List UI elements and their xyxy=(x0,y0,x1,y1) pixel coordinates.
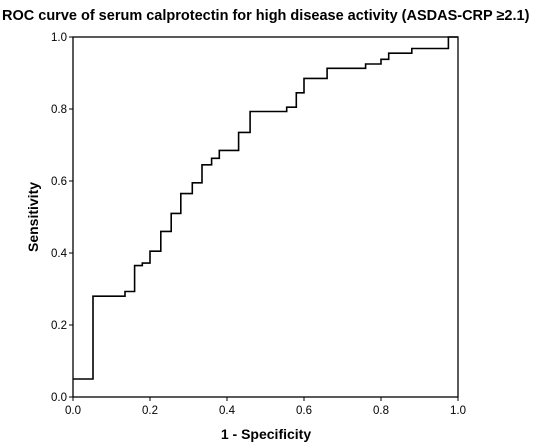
y-tick-label: 0.8 xyxy=(51,104,67,116)
x-axis-label: 1 - Specificity xyxy=(221,426,311,442)
x-tick-label: 0.2 xyxy=(142,405,158,417)
chart-title: ROC curve of serum calprotectin for high… xyxy=(2,8,530,24)
roc-curve-line xyxy=(73,36,458,380)
y-axis-label: Sensitivity xyxy=(25,182,41,252)
x-tick-label: 1.0 xyxy=(450,405,466,417)
x-tick-label: 0.4 xyxy=(219,405,236,417)
y-tick-label: 1.0 xyxy=(51,32,67,44)
x-tick-label: 0.6 xyxy=(296,405,312,417)
plot-frame xyxy=(72,36,459,398)
y-tick-label: 0.0 xyxy=(51,392,67,404)
x-tick-label: 0.8 xyxy=(373,405,389,417)
y-tick-label: 0.2 xyxy=(51,320,67,332)
y-tick-label: 0.6 xyxy=(51,176,67,188)
y-tick-label: 0.4 xyxy=(51,248,68,260)
x-tick-label: 0.0 xyxy=(65,405,81,417)
